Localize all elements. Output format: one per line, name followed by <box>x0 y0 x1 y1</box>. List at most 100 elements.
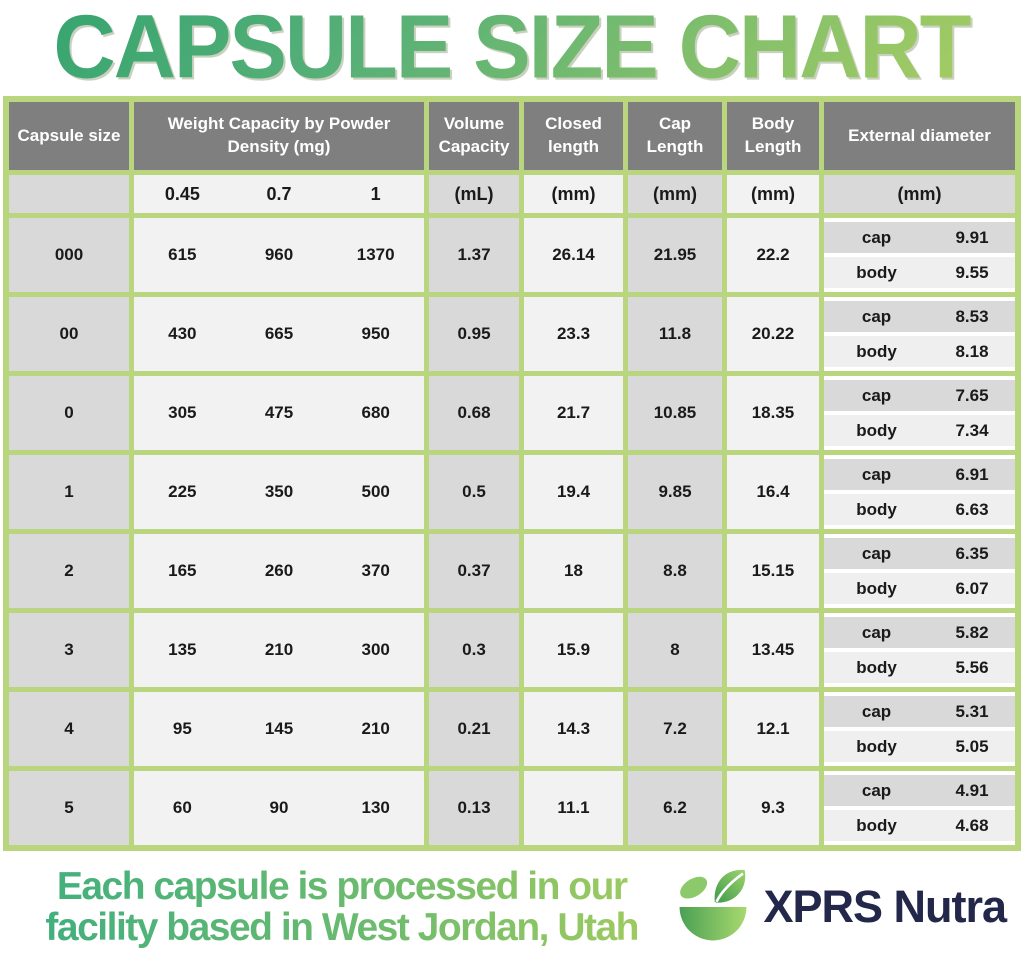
external-diameter-cell: cap 4.91 body 4.68 <box>824 771 1015 845</box>
weight-capacity-cell: 95 145 210 <box>134 692 424 766</box>
external-cap-subrow: cap 6.91 <box>824 459 1015 490</box>
weight-value: 135 <box>168 640 197 659</box>
col-header-volume-capacity: Volume Capacity <box>429 102 519 170</box>
body-length-cell: 13.45 <box>727 613 819 687</box>
xprs-nutra-logo-icon <box>679 869 747 941</box>
body-length-cell: 16.4 <box>727 455 819 529</box>
unit-cell-capsule-size-empty <box>9 175 129 213</box>
ext-cap-label: cap <box>861 622 892 642</box>
weight-value: 300 <box>361 640 390 659</box>
weight-value: 350 <box>264 482 294 501</box>
unit-cell-cap: (mm) <box>628 175 722 213</box>
cap-length-cell: 11.8 <box>628 297 722 371</box>
body-length-cell: 22.2 <box>727 218 819 292</box>
capsule-size-cell: 3 <box>9 613 129 687</box>
weight-capacity-cell: 430 665 950 <box>134 297 424 371</box>
body-length-cell: 9.3 <box>727 771 819 845</box>
weight-capacity-cell: 305 475 680 <box>134 376 424 450</box>
unit-cell-body: (mm) <box>727 175 819 213</box>
unit-cell-densities: 0.45 0.7 1 <box>134 175 424 213</box>
footer-note-line2: facility based in West Jordan, Utah <box>45 906 639 949</box>
ext-body-value: 5.56 <box>955 657 989 677</box>
ext-body-label: body <box>856 420 897 440</box>
cap-length-cell: 9.85 <box>628 455 722 529</box>
ext-body-label: body <box>856 341 897 361</box>
ext-body-label: body <box>856 499 897 519</box>
weight-value: 260 <box>264 561 294 580</box>
cap-length-cell: 8 <box>628 613 722 687</box>
ext-cap-label: cap <box>861 701 892 721</box>
external-body-subrow: body 4.68 <box>824 810 1015 841</box>
closed-length-cell: 21.7 <box>524 376 623 450</box>
bowl-shape <box>679 907 747 941</box>
footer-note-line1: Each capsule is processed in our <box>56 864 627 908</box>
ext-body-value: 9.55 <box>955 262 989 282</box>
density-value: 0.45 <box>164 183 200 204</box>
body-length-cell: 12.1 <box>727 692 819 766</box>
weight-value: 90 <box>269 798 289 817</box>
footer-note: Each capsule is processed in our facilit… <box>14 866 669 949</box>
leaf-stem <box>715 872 745 903</box>
weight-value: 145 <box>264 719 294 738</box>
ext-cap-value: 5.82 <box>955 622 989 642</box>
ext-body-label: body <box>856 262 897 282</box>
closed-length-cell: 26.14 <box>524 218 623 292</box>
capsule-size-cell: 00 <box>9 297 129 371</box>
capsule-size-cell: 5 <box>9 771 129 845</box>
weight-value: 60 <box>172 798 192 817</box>
ext-body-label: body <box>856 736 897 756</box>
cap-length-cell: 7.2 <box>628 692 722 766</box>
weight-value: 615 <box>168 245 197 264</box>
external-cap-subrow: cap 7.65 <box>824 380 1015 411</box>
ext-body-label: body <box>856 815 897 835</box>
volume-capacity-cell: 0.5 <box>429 455 519 529</box>
external-body-subrow: body 5.05 <box>824 731 1015 762</box>
weight-value: 475 <box>264 403 294 422</box>
closed-length-cell: 18 <box>524 534 623 608</box>
body-length-cell: 20.22 <box>727 297 819 371</box>
density-value: 1 <box>370 183 381 204</box>
col-header-cap-length: Cap Length <box>628 102 722 170</box>
ext-body-value: 4.68 <box>955 815 989 835</box>
ext-cap-label: cap <box>861 385 892 405</box>
footer: Each capsule is processed in our facilit… <box>0 856 1024 966</box>
body-length-cell: 18.35 <box>727 376 819 450</box>
external-diameter-cell: cap 5.31 body 5.05 <box>824 692 1015 766</box>
volume-capacity-cell: 0.21 <box>429 692 519 766</box>
volume-capacity-cell: 0.37 <box>429 534 519 608</box>
unit-cell-volume: (mL) <box>429 175 519 213</box>
volume-capacity-cell: 0.68 <box>429 376 519 450</box>
external-diameter-cell: cap 6.35 body 6.07 <box>824 534 1015 608</box>
cap-length-cell: 10.85 <box>628 376 722 450</box>
ext-cap-label: cap <box>861 227 892 247</box>
closed-length-cell: 19.4 <box>524 455 623 529</box>
external-body-subrow: body 5.56 <box>824 652 1015 683</box>
capsule-size-cell: 2 <box>9 534 129 608</box>
ext-body-value: 6.07 <box>955 578 989 598</box>
capsule-size-cell: 000 <box>9 218 129 292</box>
cap-length-cell: 21.95 <box>628 218 722 292</box>
external-cap-subrow: cap 6.35 <box>824 538 1015 569</box>
ext-cap-label: cap <box>861 543 892 563</box>
weight-capacity-cell: 225 350 500 <box>134 455 424 529</box>
capsule-size-cell: 4 <box>9 692 129 766</box>
weight-value: 500 <box>361 482 390 501</box>
weight-value: 1370 <box>356 245 395 264</box>
ext-cap-value: 7.65 <box>955 385 989 405</box>
weight-value: 130 <box>361 798 390 817</box>
ext-body-value: 8.18 <box>955 341 989 361</box>
closed-length-cell: 15.9 <box>524 613 623 687</box>
col-header-weight-capacity: Weight Capacity by Powder Density (mg) <box>134 102 424 170</box>
col-header-body-length: Body Length <box>727 102 819 170</box>
weight-value: 225 <box>168 482 197 501</box>
external-body-subrow: body 9.55 <box>824 257 1015 288</box>
weight-capacity-cell: 135 210 300 <box>134 613 424 687</box>
external-cap-subrow: cap 8.53 <box>824 301 1015 332</box>
closed-length-cell: 11.1 <box>524 771 623 845</box>
weight-value: 370 <box>361 561 390 580</box>
weight-value: 430 <box>168 324 197 343</box>
ext-cap-value: 6.91 <box>955 464 989 484</box>
weight-capacity-cell: 165 260 370 <box>134 534 424 608</box>
weight-value: 665 <box>264 324 294 343</box>
volume-capacity-cell: 1.37 <box>429 218 519 292</box>
